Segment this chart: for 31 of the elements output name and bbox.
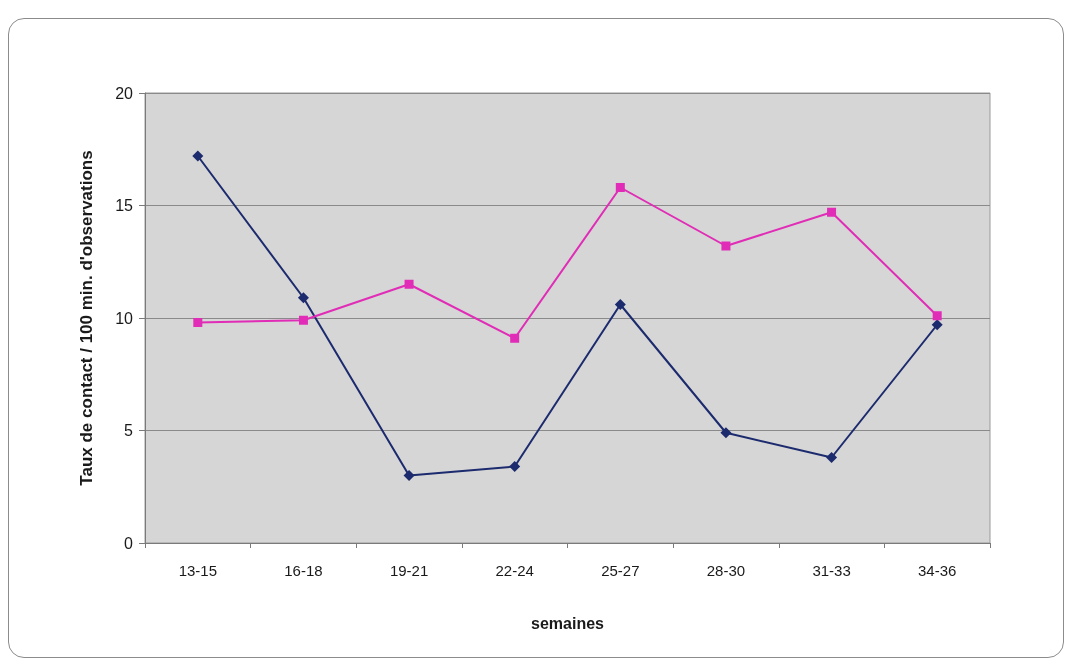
point	[614, 299, 626, 310]
point	[932, 311, 942, 321]
point	[720, 427, 732, 439]
point	[297, 292, 309, 304]
x-tick-label: 31-33	[812, 562, 851, 579]
point	[827, 207, 837, 217]
x-axis-title: semaines	[531, 614, 605, 632]
point	[721, 241, 731, 251]
point	[192, 150, 204, 162]
y-axis-title: Taux de contact / 100 min. d'observations	[77, 150, 96, 486]
point	[404, 279, 414, 289]
point	[193, 318, 203, 327]
point	[509, 461, 521, 472]
x-tick-label: 13-15	[178, 562, 217, 579]
point	[931, 319, 943, 331]
x-tick-label: 28-30	[706, 562, 746, 579]
point	[510, 333, 520, 343]
point	[298, 315, 308, 325]
point	[403, 470, 415, 481]
y-tick-label: 15	[115, 197, 134, 214]
x-tick-label: 22-24	[495, 562, 534, 579]
y-tick-label: 0	[124, 534, 134, 552]
y-tick-label: 20	[115, 84, 134, 102]
x-tick-label: 25-27	[601, 562, 640, 579]
y-tick-label: 10	[115, 309, 134, 327]
x-tick-label: 34-36	[918, 562, 957, 579]
point	[826, 452, 838, 463]
x-tick-label: 19-21	[389, 562, 429, 579]
y-tick-label: 5	[124, 422, 134, 439]
x-tick-label: 16-18	[284, 562, 323, 579]
point	[615, 183, 625, 192]
